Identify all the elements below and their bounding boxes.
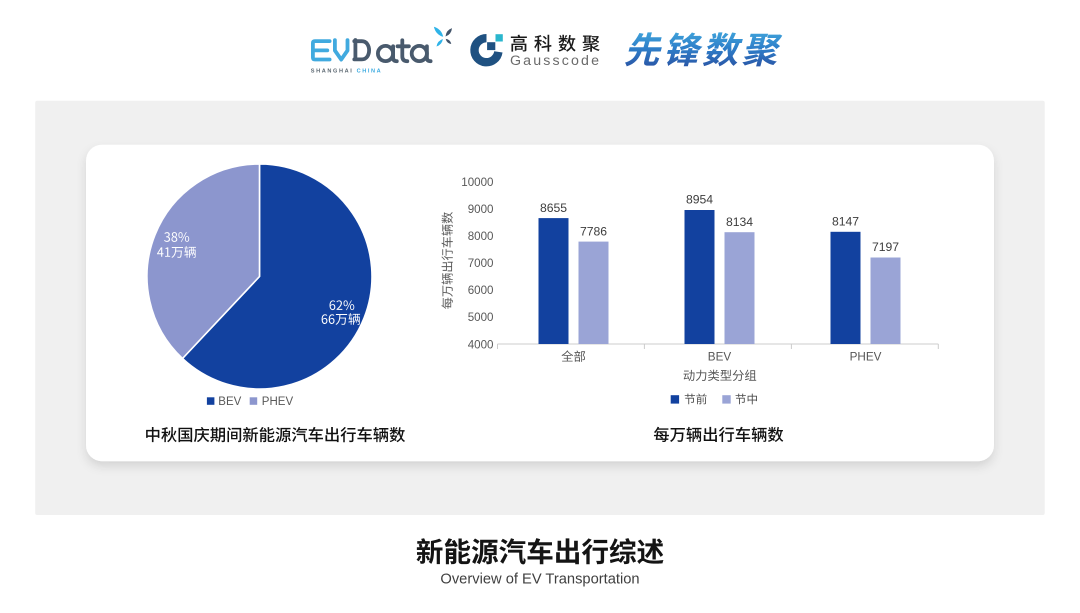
svg-text:BEV: BEV bbox=[708, 350, 732, 363]
svg-text:9000: 9000 bbox=[468, 203, 494, 216]
svg-text:7000: 7000 bbox=[468, 257, 494, 270]
svg-text:Gausscode: Gausscode bbox=[510, 53, 601, 69]
svg-text:8954: 8954 bbox=[686, 193, 713, 207]
svg-text:4000: 4000 bbox=[468, 338, 494, 351]
svg-text:PHEV: PHEV bbox=[262, 396, 294, 408]
svg-text:Overview of EV Transportation: Overview of EV Transportation bbox=[440, 572, 639, 588]
svg-text:PHEV: PHEV bbox=[850, 350, 882, 363]
svg-text:BEV: BEV bbox=[218, 396, 241, 408]
svg-text:8134: 8134 bbox=[726, 215, 753, 229]
svg-text:8000: 8000 bbox=[468, 230, 494, 243]
svg-text:10000: 10000 bbox=[461, 176, 493, 189]
svg-text:7197: 7197 bbox=[872, 240, 899, 254]
svg-text:5000: 5000 bbox=[468, 311, 494, 324]
svg-text:8655: 8655 bbox=[540, 201, 567, 215]
svg-text:7786: 7786 bbox=[580, 224, 607, 238]
svg-text:8147: 8147 bbox=[832, 215, 859, 229]
svg-text:SHANGHAI CHINA: SHANGHAI CHINA bbox=[311, 69, 383, 75]
svg-text:6000: 6000 bbox=[468, 284, 494, 297]
